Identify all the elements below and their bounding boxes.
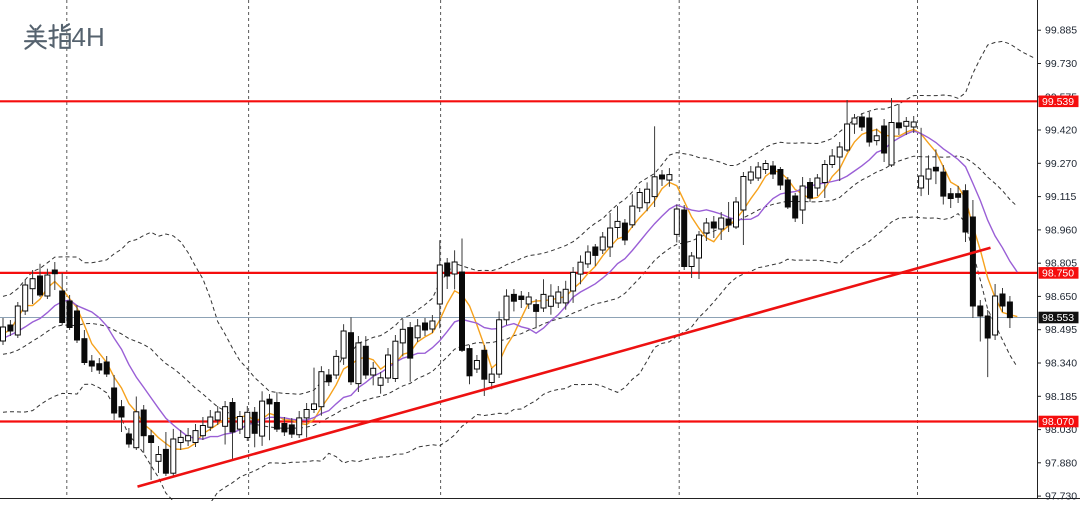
svg-text:98.185: 98.185 <box>1045 391 1077 403</box>
svg-text:98.070: 98.070 <box>1042 416 1074 428</box>
svg-text:98.495: 98.495 <box>1045 324 1077 336</box>
svg-text:97.880: 97.880 <box>1045 457 1077 469</box>
svg-text:98.553: 98.553 <box>1042 312 1074 324</box>
svg-text:98.650: 98.650 <box>1045 291 1077 303</box>
svg-text:98.340: 98.340 <box>1045 358 1077 370</box>
svg-text:99.539: 99.539 <box>1042 96 1074 108</box>
svg-text:98.960: 98.960 <box>1045 224 1077 236</box>
svg-text:99.730: 99.730 <box>1045 58 1077 70</box>
svg-text:99.420: 99.420 <box>1045 125 1077 137</box>
svg-text:97.730: 97.730 <box>1045 491 1077 501</box>
svg-text:99.885: 99.885 <box>1045 25 1077 37</box>
svg-text:99.270: 99.270 <box>1045 158 1077 170</box>
svg-text:4H: 4H <box>72 22 105 52</box>
svg-text:98.750: 98.750 <box>1042 268 1074 280</box>
svg-text:98.805: 98.805 <box>1045 258 1077 270</box>
svg-text:99.115: 99.115 <box>1045 191 1076 203</box>
